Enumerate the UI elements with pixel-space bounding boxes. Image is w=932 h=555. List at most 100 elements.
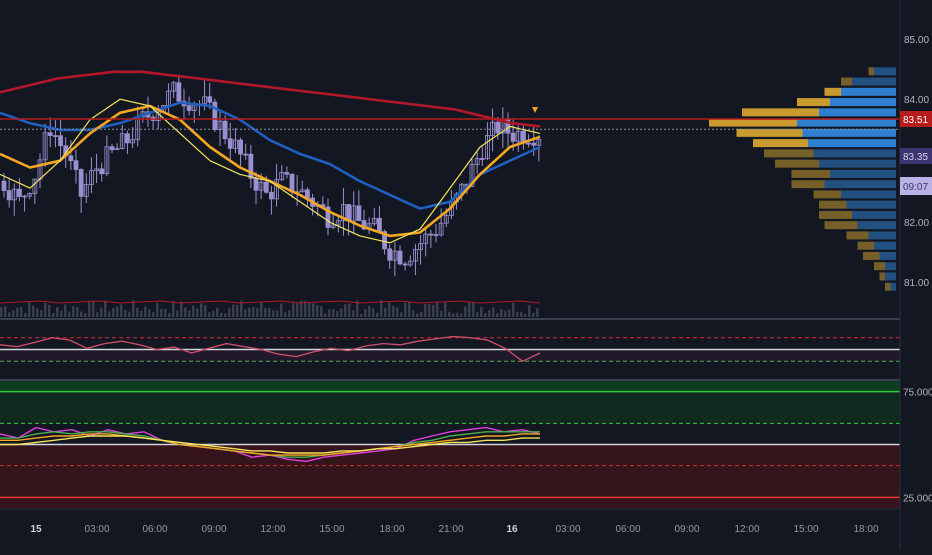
volume-bar	[216, 307, 219, 317]
candle-body	[335, 220, 341, 226]
time-axis-label: 15	[30, 524, 42, 535]
candle-body	[279, 172, 285, 181]
candle-body	[284, 172, 290, 175]
volume-profile-bar-up	[841, 190, 896, 199]
candle-body	[1, 180, 7, 191]
candle-body	[413, 249, 418, 262]
volume-bar	[64, 304, 67, 317]
candle-body	[269, 191, 274, 200]
candle-body	[495, 121, 501, 134]
candle-body	[341, 204, 346, 222]
osc-line-osc_yellow	[0, 435, 540, 454]
price-axis[interactable]: 85.00 84.00 82.00 81.00 83.51 83.35 09:07 75.00…	[900, 35, 932, 504]
volume-bar	[524, 313, 527, 317]
candle-body	[6, 190, 12, 201]
volume-bar	[228, 308, 231, 317]
volume-profile-bar-down	[813, 190, 841, 199]
volume-profile-bar-up	[813, 149, 896, 158]
volume-bar	[296, 301, 299, 317]
time-axis-label: 03:00	[84, 524, 109, 535]
volume-bar	[420, 311, 423, 317]
candle-body	[526, 142, 531, 145]
volume-profile-bar-down	[819, 210, 852, 219]
volume-bar	[60, 310, 63, 317]
volume-bar	[224, 313, 227, 317]
candle-body	[58, 135, 63, 147]
rsi-panel	[0, 335, 900, 363]
volume-profile-bar-down	[824, 221, 858, 230]
volume-bar	[168, 312, 171, 317]
volume-bar	[280, 303, 283, 317]
price-axis-label: 82.00	[904, 218, 929, 229]
candle-body	[119, 133, 125, 150]
volume-bar	[456, 312, 459, 317]
volume-bar	[488, 310, 491, 317]
volume-bar	[48, 304, 51, 317]
candle-body	[485, 134, 490, 159]
rsi-line	[0, 335, 541, 363]
candle-body	[83, 184, 89, 197]
volume-bar	[36, 308, 39, 317]
volume-bar	[152, 311, 155, 317]
volume-bar	[396, 307, 399, 317]
candle-body	[94, 168, 99, 172]
current-price-badge-text: 83.35	[903, 152, 928, 163]
volume-bar	[388, 301, 391, 317]
moving-average-line-ma_blue	[0, 101, 541, 210]
volume-bar	[204, 304, 207, 317]
volume-bar	[72, 306, 75, 317]
volume-bar	[376, 312, 379, 317]
candle-body	[402, 263, 408, 266]
countdown-badge[interactable]	[900, 177, 932, 195]
volume-bar	[80, 311, 83, 317]
volume-profile-bar-up	[841, 87, 896, 96]
volume-profile-bar-up	[808, 139, 896, 148]
time-axis-label: 15:00	[319, 524, 344, 535]
volume-bar	[116, 306, 119, 317]
candle-body	[42, 132, 48, 161]
volume-bar	[252, 307, 255, 317]
volume-bar	[328, 309, 331, 317]
candle-body	[99, 168, 105, 175]
volume-profile-bar-up	[824, 180, 896, 189]
last-price-badge[interactable]	[900, 110, 932, 127]
volume-bar	[504, 310, 507, 317]
price-axis-label: 84.00	[904, 95, 929, 106]
volume-bar	[500, 309, 503, 317]
time-axis-label: 15:00	[793, 524, 818, 535]
volume-bar	[484, 313, 487, 317]
volume-profile-bar-up	[890, 282, 896, 291]
volume-bar	[424, 304, 427, 317]
last-price-badge-text: 83.51	[903, 115, 928, 126]
time-axis[interactable]: 15 03:00 06:00 09:00 12:00 15:00 18:00 21:00 16 0…	[30, 524, 879, 535]
volume-profile-bar-down	[775, 159, 819, 168]
candle-body	[233, 139, 238, 149]
volume-profile-bar-up	[830, 169, 896, 178]
candle-body	[258, 181, 264, 191]
volume-bar	[332, 308, 335, 317]
volume-bar	[368, 305, 371, 317]
volume-bar	[408, 301, 411, 317]
volume-bar	[448, 311, 451, 317]
candle-body	[125, 133, 130, 144]
volume-bar	[4, 306, 7, 317]
candle-body	[222, 120, 228, 140]
candle-body	[78, 169, 84, 197]
current-price-badge[interactable]	[900, 148, 932, 164]
volume-bar	[392, 305, 395, 317]
volume-bar	[144, 306, 147, 317]
volume-profile-bar-down	[857, 241, 874, 250]
time-axis-label: 09:00	[201, 524, 226, 535]
candle-body	[510, 132, 516, 142]
candle-body	[176, 82, 182, 102]
volume-bar	[180, 301, 183, 317]
volume-profile-layer	[709, 67, 896, 291]
volume-bar	[436, 301, 439, 317]
rsi-background-band	[0, 349, 900, 362]
osc-axis-label: 75.0000	[903, 388, 932, 399]
volume-profile-bar-up	[879, 251, 896, 260]
candle-body	[479, 158, 485, 160]
volume-bar	[480, 307, 483, 317]
